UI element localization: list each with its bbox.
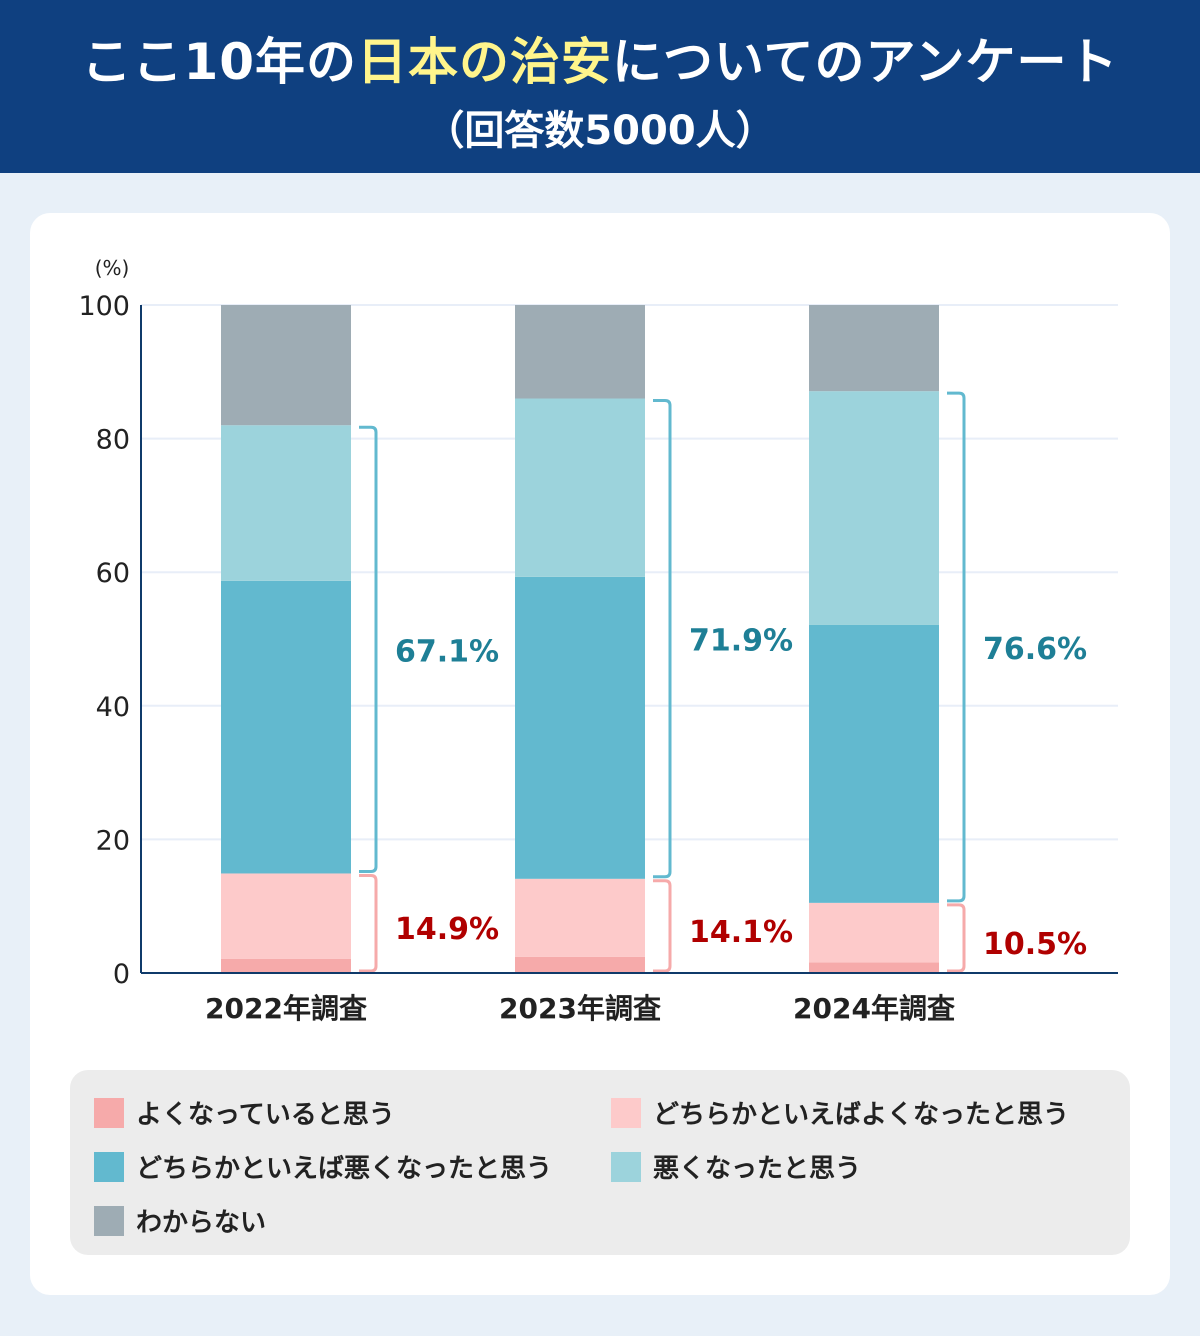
bar-segment [221,958,351,973]
better-bracket [359,873,378,973]
bar-segment [809,624,939,903]
subtitle: （回答数5000人） [424,108,776,154]
title-highlight: 日本の治安 [357,33,613,91]
legend-label: 悪くなったと思う [653,1154,862,1184]
legend-swatch [94,1205,124,1236]
y-tick-label: 0 [113,959,130,990]
bar-segment [809,962,939,973]
bar-segment [221,580,351,874]
title-part: についてのアンケート [612,33,1119,91]
legend-item: 悪くなったと思う [611,1148,861,1185]
x-tick-label: 2024年調査 [793,992,955,1025]
legend: よくなっていると思う どちらかといえばよくなったと思うどちらかといえば悪くなったと… [70,1070,1130,1255]
bar-segment [809,902,939,963]
better-bracket [653,879,672,973]
title-part: ここ10年の [81,33,358,91]
legend-swatch [94,1097,124,1128]
legend-item: わからない [94,1202,266,1239]
header: ここ10年の日本の治安についてのアンケート （回答数5000人） [0,0,1200,173]
legend-swatch [611,1151,641,1182]
bar-segment [515,956,645,973]
bar-segment [221,425,351,581]
legend-label: よくなっていると思う [136,1100,395,1130]
better-total-label: 14.9% [395,912,499,947]
better-total-label: 14.1% [689,915,793,950]
y-axis-unit: (%) [95,256,130,280]
worse-bracket [947,391,966,903]
legend-swatch [611,1097,641,1128]
legend-swatch [94,1151,124,1182]
y-tick-label: 20 [96,825,130,856]
x-tick-label: 2022年調査 [205,992,367,1025]
bar-segment [809,391,939,625]
better-total-label: 10.5% [983,927,1087,962]
x-tick-label: 2023年調査 [499,992,661,1025]
worse-total-label: 76.6% [983,632,1087,667]
legend-item: よくなっていると思う [94,1094,395,1131]
title: ここ10年の日本の治安についてのアンケート [0,22,1200,94]
legend-label: どちらかといえば悪くなったと思う [136,1154,553,1184]
y-tick-label: 40 [96,692,130,723]
bar-segment [515,398,645,577]
bar-segment [515,878,645,957]
legend-item: どちらかといえば悪くなったと思う [94,1148,552,1185]
better-bracket [947,903,966,973]
worse-total-label: 67.1% [395,634,499,669]
worse-bracket [653,399,672,879]
bar-segment [809,305,939,392]
bar-segment [515,305,645,399]
y-tick-label: 80 [96,425,130,456]
worse-total-label: 71.9% [689,624,793,659]
legend-label: わからない [136,1208,267,1238]
stacked-bar-chart: (%) 0 20 40 60 80 100 2022年調査 67.1% 14.9% 2023年調査 7… [78,256,1118,1025]
legend-item: どちらかといえばよくなったと思う [611,1094,1069,1131]
bar-segment [221,305,351,426]
bar-segment [515,576,645,879]
bar-segment [221,873,351,959]
worse-bracket [359,425,378,873]
y-tick-label: 100 [78,291,130,322]
y-tick-label: 60 [96,558,130,589]
legend-label: どちらかといえばよくなったと思う [653,1100,1070,1130]
